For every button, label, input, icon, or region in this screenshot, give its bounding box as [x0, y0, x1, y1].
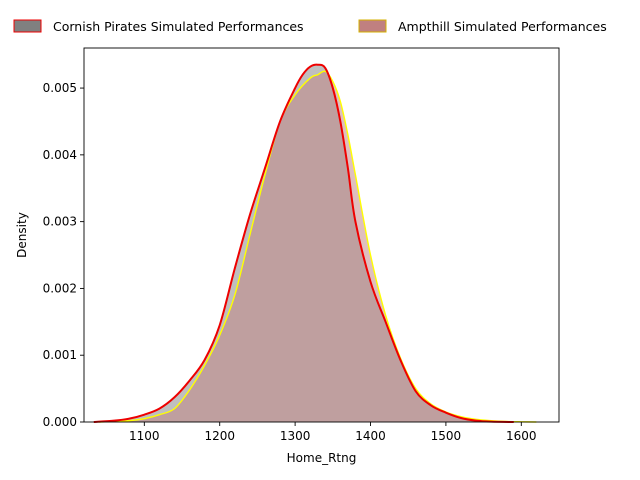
x-tick-label: 1400 — [355, 429, 386, 443]
plot-area — [93, 63, 537, 423]
legend-swatch-ampthill — [358, 19, 387, 33]
legend-swatch-cornish-pirates — [13, 19, 42, 33]
y-tick-label: 0.000 — [43, 415, 77, 429]
legend-label-ampthill: Ampthill Simulated Performances — [398, 19, 607, 34]
x-tick-label: 1300 — [280, 429, 311, 443]
y-tick-label: 0.001 — [43, 348, 77, 362]
x-tick-label: 1500 — [431, 429, 462, 443]
legend-label-cornish-pirates: Cornish Pirates Simulated Performances — [53, 19, 304, 34]
axes-frame — [83, 47, 560, 423]
y-tick-label: 0.004 — [43, 148, 77, 162]
axes: 1100 1200 1300 1400 1500 1600 0.000 0.001 0.002 0… — [43, 47, 560, 443]
x-tick-label: 1100 — [129, 429, 160, 443]
y-tick-label: 0.005 — [43, 81, 77, 95]
y-tick-label: 0.002 — [43, 281, 77, 295]
y-axis-title: Density — [15, 212, 29, 258]
density-line-cornish-pirates-simulated-performances — [93, 63, 514, 423]
x-tick-label: 1600 — [506, 429, 537, 443]
y-tick-label: 0.003 — [43, 215, 77, 229]
density-area-ampthill-simulated-performances — [99, 71, 537, 422]
x-tick-label: 1200 — [204, 429, 235, 443]
x-axis-title: Home_Rtng — [287, 451, 357, 465]
legend: Cornish Pirates Simulated Performances A… — [13, 19, 607, 34]
